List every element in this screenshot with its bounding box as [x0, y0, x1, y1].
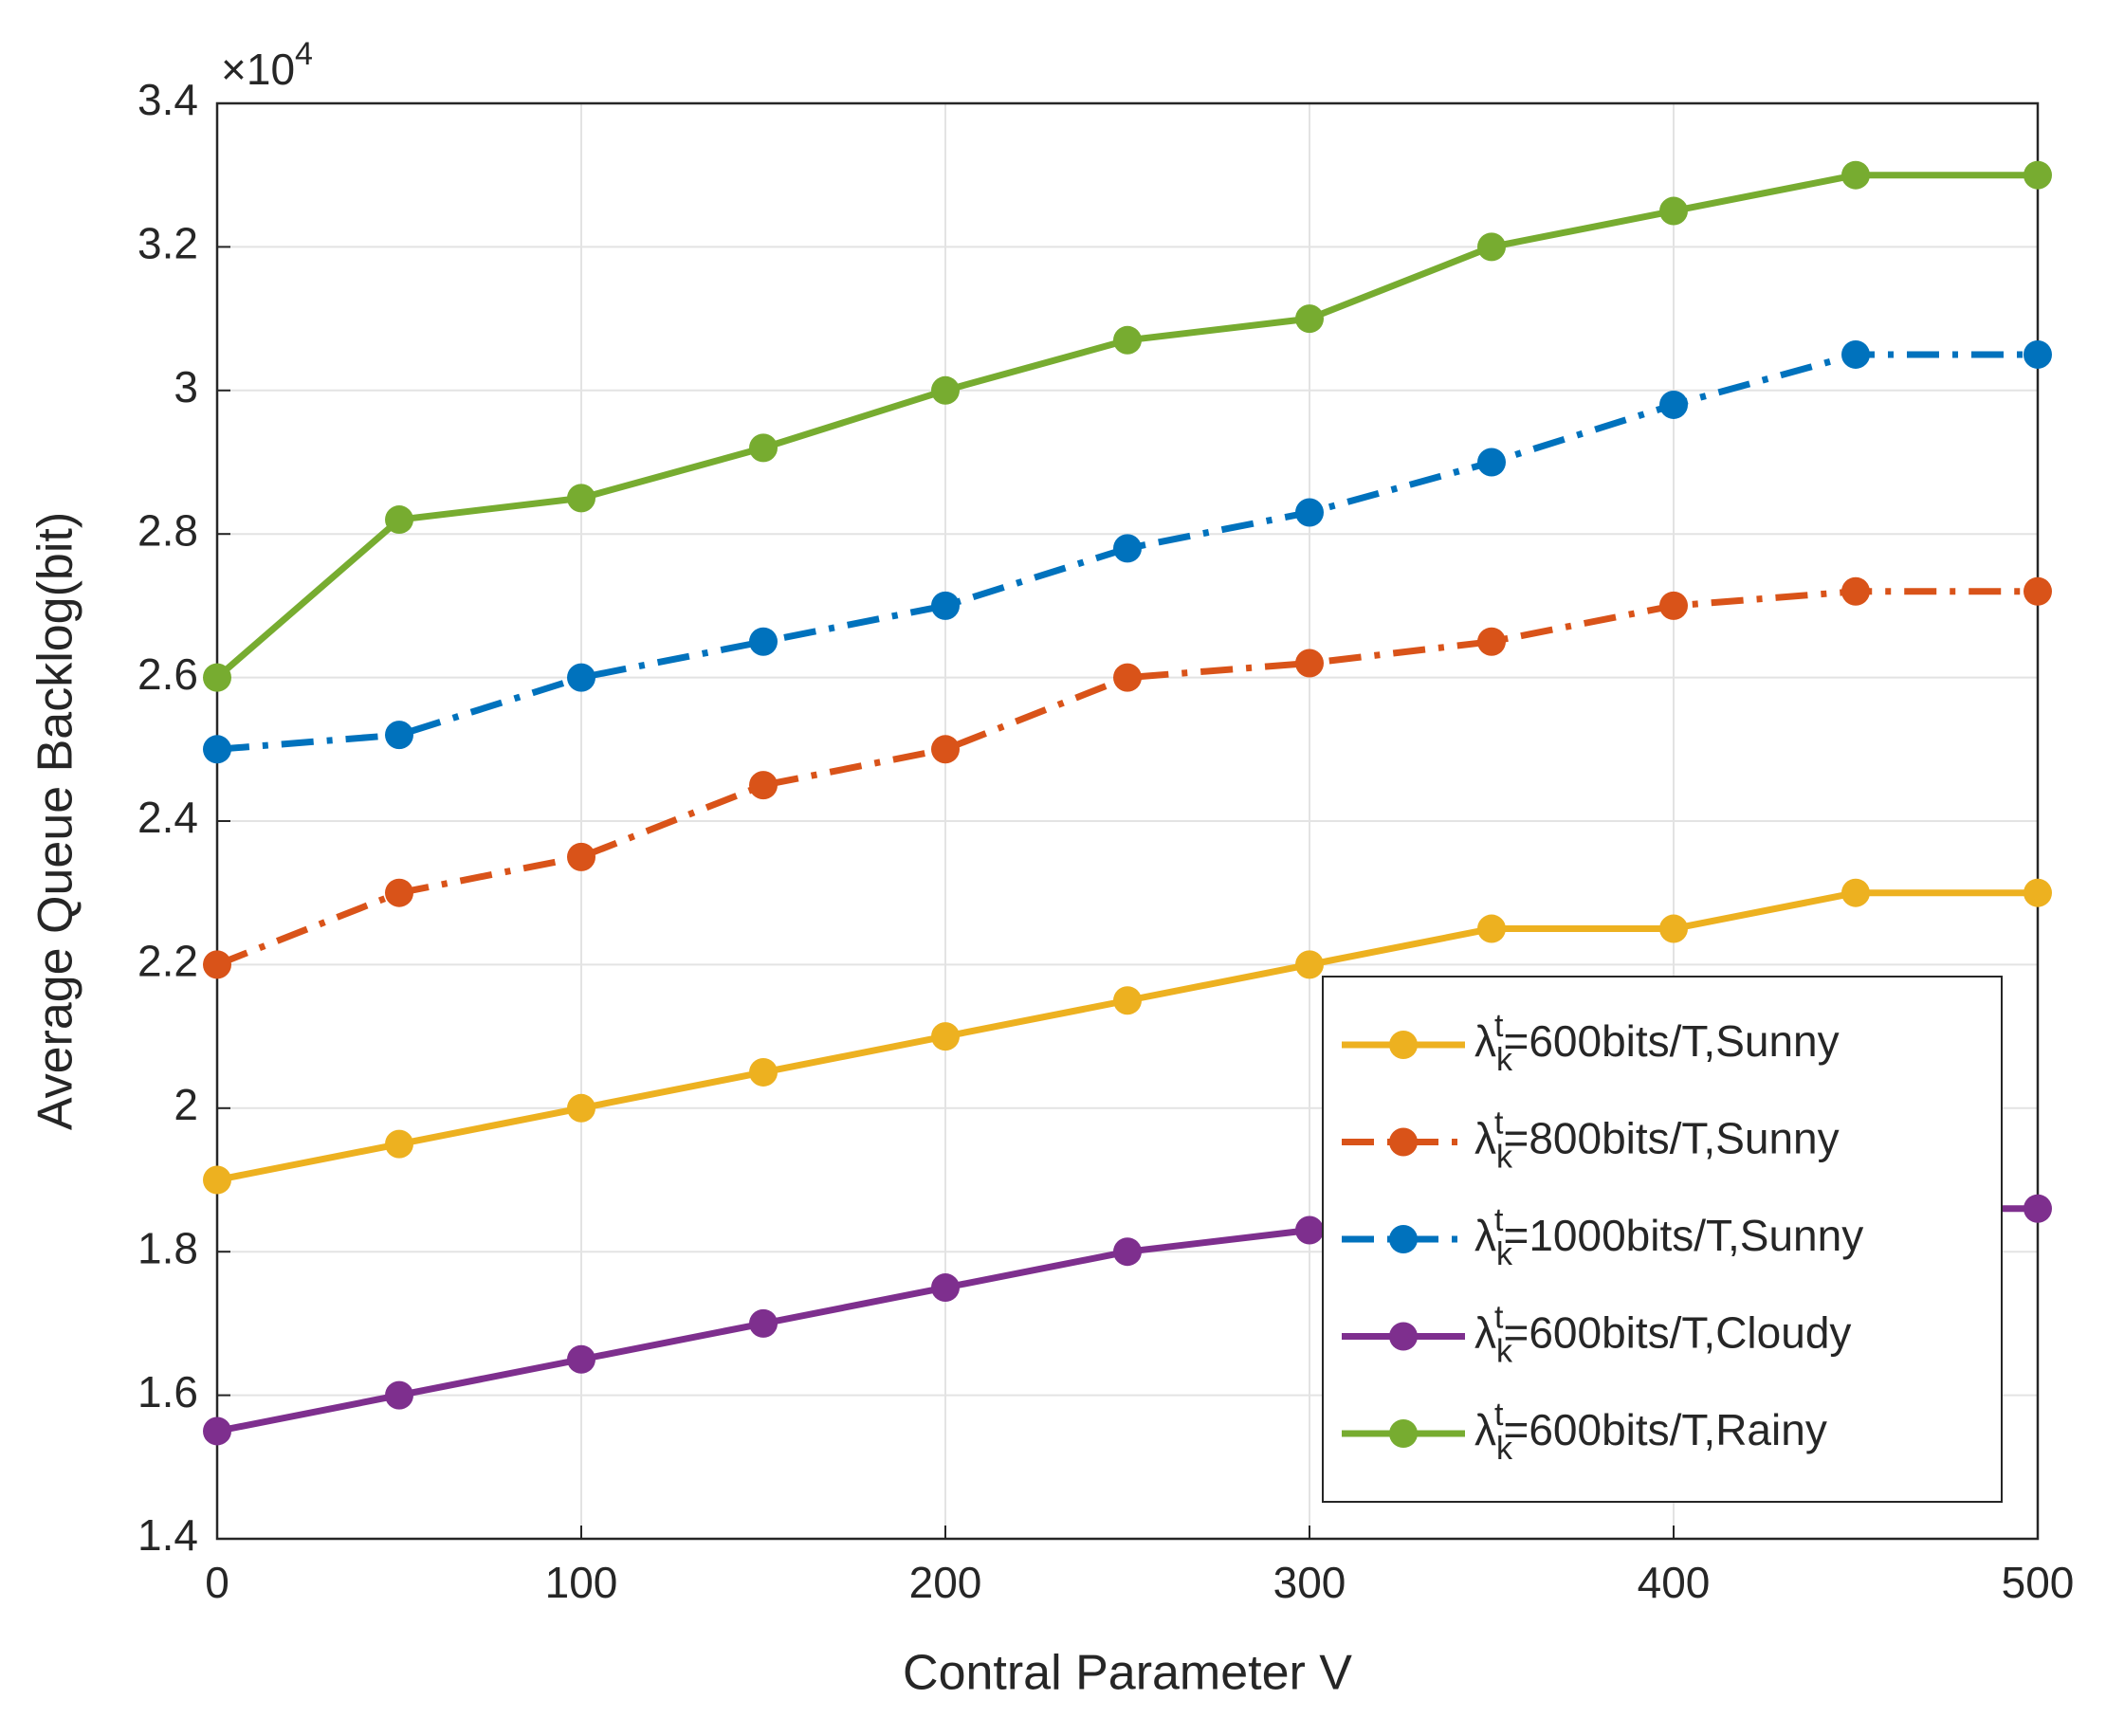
marker [2024, 160, 2052, 190]
marker [1477, 627, 1506, 656]
legend-marker [1389, 1322, 1418, 1351]
marker [1659, 914, 1688, 943]
marker [749, 1308, 778, 1338]
marker [567, 1093, 595, 1123]
marker [2024, 1194, 2052, 1223]
legend-marker [1389, 1031, 1418, 1059]
marker [1113, 534, 1142, 563]
plot-frame [215, 101, 2040, 1541]
marker [385, 1380, 413, 1410]
marker [1295, 950, 1324, 979]
x-tick-label: 500 [2002, 1558, 2075, 1607]
y-multiplier: ×104 [221, 36, 313, 94]
y-tick-label: 1.4 [137, 1510, 198, 1560]
legend-label: λkt=800bits/T,Sunny [1474, 1105, 1840, 1175]
marker [749, 1057, 778, 1087]
marker [1841, 339, 1870, 369]
marker [931, 591, 960, 620]
y-tick-label: 3.2 [137, 219, 198, 268]
y-tick-label: 1.8 [137, 1223, 198, 1272]
marker [931, 375, 960, 405]
y-tick-label: 3.4 [137, 75, 198, 124]
legend-label: λkt=600bits/T,Sunny [1474, 1008, 1840, 1078]
marker [1295, 304, 1324, 334]
marker [385, 1129, 413, 1159]
x-tick-label: 200 [909, 1558, 982, 1607]
marker [1659, 196, 1688, 226]
marker [567, 842, 595, 871]
x-tick-label: 0 [205, 1558, 229, 1607]
marker [1295, 1215, 1324, 1245]
marker [1113, 1237, 1142, 1267]
marker [1113, 325, 1142, 355]
marker [931, 735, 960, 764]
marker [203, 1416, 231, 1446]
marker [1295, 498, 1324, 527]
y-axis-label: Average Queue Backlog(bit) [28, 512, 83, 1130]
x-axis-label: Contral Parameter V [903, 1646, 1352, 1701]
marker [1477, 232, 1506, 262]
marker [567, 484, 595, 513]
legend-marker [1389, 1127, 1418, 1157]
y-tick-label: 2.2 [137, 937, 198, 986]
marker [2024, 576, 2052, 606]
x-tick-label: 400 [1638, 1558, 1711, 1607]
marker [1113, 986, 1142, 1015]
marker [203, 663, 231, 692]
marker [1113, 663, 1142, 692]
marker [203, 950, 231, 979]
y-tick-label: 1.6 [137, 1367, 198, 1416]
marker [1841, 878, 1870, 907]
x-tick-label: 100 [545, 1558, 618, 1607]
y-tick-label: 2.4 [137, 793, 198, 842]
marker [931, 1273, 960, 1303]
marker [203, 735, 231, 764]
y-tick-label: 2.6 [137, 649, 198, 699]
marker [2024, 878, 2052, 907]
marker [749, 771, 778, 800]
marker [1295, 649, 1324, 678]
marker [385, 505, 413, 535]
series-line [216, 351, 2038, 753]
legend-label: λkt=1000bits/T,Sunny [1474, 1202, 1863, 1272]
marker [1659, 390, 1688, 419]
marker [2024, 339, 2052, 369]
x-tick-label: 300 [1273, 1558, 1346, 1607]
marker [203, 1165, 231, 1195]
y-tick-label: 2 [174, 1080, 198, 1129]
marker [567, 1344, 595, 1374]
marker [1477, 914, 1506, 943]
y-tick-label: 2.8 [137, 505, 198, 555]
y-tick-label: 3 [174, 362, 198, 411]
marker [1841, 160, 1870, 190]
marker [385, 878, 413, 907]
legend-marker [1389, 1225, 1418, 1253]
marker [567, 663, 595, 692]
marker [749, 433, 778, 463]
legend-label: λkt=600bits/T,Cloudy [1474, 1299, 1851, 1369]
series-line [215, 588, 2038, 968]
marker [1477, 448, 1506, 477]
marker [385, 721, 413, 750]
legend-marker [1389, 1419, 1418, 1448]
legend-label: λkt=600bits/T,Rainy [1474, 1397, 1827, 1467]
marker [931, 1022, 960, 1051]
marker [1841, 576, 1870, 606]
marker [749, 627, 778, 656]
marker [1659, 591, 1688, 620]
